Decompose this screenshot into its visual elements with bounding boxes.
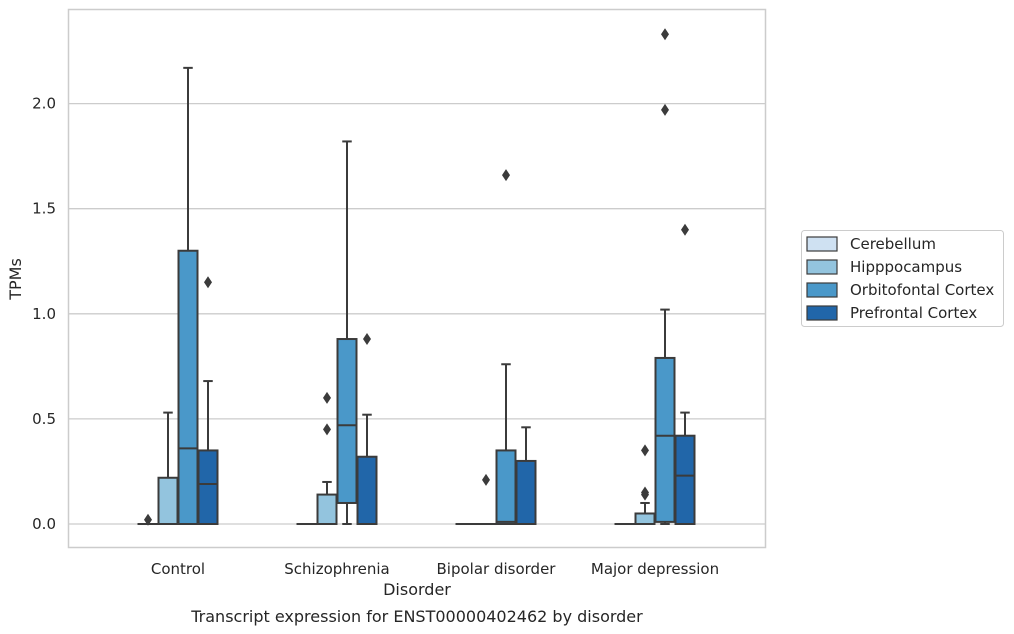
- box-iqr: [336, 338, 358, 504]
- legend: Cerebellum Hipppocampus Orbitofontal Corte…: [801, 230, 1004, 327]
- y-tick-label: 1.0: [32, 305, 56, 323]
- chart-caption: Transcript expression for ENST0000040246…: [190, 607, 643, 626]
- box-prefrontal-cortex: [197, 276, 219, 525]
- box-cerebellum: [137, 513, 159, 526]
- outlier-point: [502, 169, 510, 182]
- legend-swatch: [806, 259, 838, 275]
- outlier-point: [482, 473, 490, 486]
- box-prefrontal-cortex: [515, 426, 537, 526]
- box-iqr: [157, 476, 179, 526]
- box-hipppocampus: [475, 473, 497, 526]
- x-axis-label: Disorder: [383, 580, 451, 599]
- outlier-point: [641, 444, 649, 457]
- legend-swatch: [806, 305, 838, 321]
- box-iqr: [674, 434, 696, 525]
- legend-swatch: [806, 282, 838, 298]
- plot-frame: [67, 8, 767, 549]
- box-iqr: [515, 459, 537, 526]
- box-orbitofontal-cortex: [177, 66, 199, 526]
- box-hipppocampus: [157, 411, 179, 526]
- x-tick-label: Major depression: [591, 560, 719, 578]
- y-tick-label: 1.5: [32, 200, 56, 218]
- y-axis-ticks: 0.0 0.5 1.0 1.5 2.0: [32, 95, 56, 533]
- box-prefrontal-cortex: [356, 333, 378, 525]
- y-tick-label: 0.0: [32, 515, 56, 533]
- box-hipppocampus: [634, 444, 656, 525]
- legend-label: Cerebellum: [850, 235, 936, 253]
- outlier-point: [323, 391, 331, 404]
- x-tick-label: Control: [151, 560, 205, 578]
- outlier-point: [661, 103, 669, 116]
- x-axis-ticks: Control Schizophrenia Bipolar disorder Majo…: [151, 560, 719, 578]
- outlier-point: [681, 223, 689, 236]
- legend-swatch: [806, 236, 838, 252]
- outlier-point: [661, 28, 669, 41]
- outlier-point: [323, 423, 331, 436]
- outlier-point: [204, 276, 212, 289]
- box-iqr: [654, 356, 676, 523]
- y-tick-label: 0.5: [32, 410, 56, 428]
- box-iqr: [495, 449, 517, 525]
- legend-label: Prefrontal Cortex: [850, 304, 977, 322]
- box-orbitofontal-cortex: [336, 140, 358, 525]
- outlier-point: [363, 333, 371, 346]
- box-iqr: [316, 493, 338, 525]
- y-tick-label: 2.0: [32, 95, 56, 113]
- outlier-point: [641, 486, 649, 499]
- x-tick-label: Schizophrenia: [284, 560, 389, 578]
- box-prefrontal-cortex: [674, 223, 696, 525]
- box-iqr: [197, 449, 219, 525]
- legend-label: Orbitofontal Cortex: [850, 281, 994, 299]
- x-tick-label: Bipolar disorder: [437, 560, 557, 578]
- box-orbitofontal-cortex: [654, 28, 676, 525]
- box-iqr: [634, 512, 656, 525]
- legend-frame: [801, 230, 1004, 327]
- box-iqr: [177, 249, 199, 526]
- box-iqr: [356, 455, 378, 525]
- box-orbitofontal-cortex: [495, 169, 517, 525]
- legend-label: Hipppocampus: [850, 258, 962, 276]
- outlier-point: [144, 513, 152, 526]
- box-layer: [137, 28, 696, 526]
- box-hipppocampus: [316, 391, 338, 525]
- y-axis-label: TPMs: [6, 258, 25, 301]
